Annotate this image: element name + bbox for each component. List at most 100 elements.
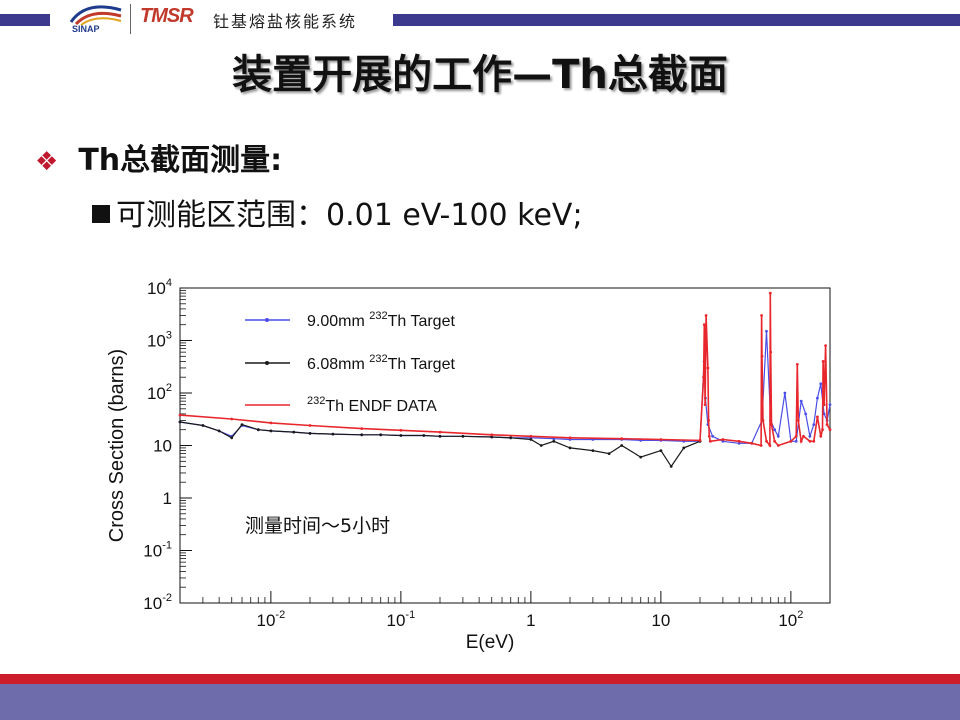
data-point-1-6 [269, 429, 273, 433]
data-point-1-16 [490, 435, 494, 439]
data-point-1-24 [620, 444, 624, 447]
data-point-2-21 [721, 438, 725, 441]
data-point-1-19 [539, 444, 543, 447]
data-point-1-13 [422, 434, 426, 437]
data-point-0-46 [816, 396, 819, 400]
legend-marker-0 [265, 318, 269, 322]
system-name: 钍基熔盐核能系统 [213, 12, 358, 31]
data-point-2-38 [796, 419, 800, 422]
data-point-0-45 [812, 423, 816, 426]
data-point-2-12 [698, 439, 702, 442]
data-point-2-10 [620, 437, 624, 441]
data-point-2-45 [821, 428, 824, 432]
data-point-1-21 [568, 446, 572, 450]
data-point-2-27 [761, 419, 765, 422]
chart-annotation: 测量时间～5小时 [245, 515, 390, 537]
data-point-1-15 [461, 434, 465, 438]
plot-frame [179, 287, 831, 604]
data-point-2-39 [799, 439, 803, 443]
slide-header: SINAP TMSR 钍基熔盐核能系统 [0, 0, 960, 40]
data-point-1-22 [591, 449, 595, 452]
data-point-0-47 [819, 382, 823, 386]
data-point-2-40 [802, 434, 805, 438]
sinap-logo: SINAP [62, 2, 128, 38]
data-point-2-4 [360, 427, 364, 430]
legend-label-2: 232Th ENDF DATA [307, 395, 437, 415]
data-point-1-23 [607, 452, 611, 455]
data-point-1-2 [217, 429, 221, 433]
data-point-2-9 [568, 436, 572, 440]
x-tick-label-3: 10 [651, 611, 670, 630]
logo-divider [130, 4, 131, 34]
diamond-bullet-icon: ❖ [35, 147, 59, 177]
data-point-0-44 [808, 434, 812, 438]
data-point-2-11 [659, 438, 663, 441]
data-point-0-41 [794, 439, 798, 443]
y-axis-label: Cross Section (barns) [106, 349, 128, 542]
data-point-2-29 [768, 444, 772, 447]
legend-marker-1 [265, 361, 269, 365]
y-tick-label-6: 104 [147, 277, 172, 298]
data-point-2-7 [490, 433, 494, 437]
data-point-1-18 [529, 438, 533, 441]
data-point-0-43 [804, 412, 808, 416]
legend-label-0: 9.00mm 232Th Target [307, 310, 455, 330]
data-point-2-36 [794, 434, 798, 438]
y-tick-label-3: 10 [153, 437, 172, 456]
data-point-2-18 [707, 419, 710, 422]
data-point-1-20 [552, 439, 556, 443]
y-tick-label-0: 10-2 [143, 592, 172, 613]
data-point-1-3 [230, 436, 234, 440]
data-point-1-28 [682, 446, 686, 450]
data-point-2-13 [702, 375, 705, 379]
data-point-2-25 [760, 314, 763, 317]
cross-section-chart: 10-2 10-1 1 10 102 103 104 10-2 10-1 1 10 102 E(eV) C… [95, 270, 840, 655]
data-point-2-35 [789, 439, 793, 443]
data-point-2-16 [704, 314, 708, 317]
x-tick-label-2: 1 [526, 611, 535, 630]
data-point-2-1 [230, 417, 234, 421]
bullet-main-text: Th总截面测量: [78, 143, 283, 178]
data-point-2-20 [708, 439, 712, 443]
data-point-2-28 [765, 439, 768, 443]
data-point-1-7 [292, 430, 296, 434]
data-point-2-3 [308, 424, 312, 427]
data-point-1-25 [639, 455, 643, 459]
slide-title: 装置开展的工作—Th总截面 [232, 52, 728, 98]
data-point-2-37 [795, 363, 799, 366]
data-point-2-43 [816, 415, 819, 419]
data-point-2-31 [769, 350, 773, 354]
x-axis-label: E(eV) [466, 632, 515, 653]
data-point-2-26 [760, 354, 764, 358]
data-point-2-24 [759, 444, 763, 447]
data-point-2-42 [812, 439, 816, 443]
data-point-2-22 [737, 439, 741, 443]
x-tick-label-1: 10-1 [387, 609, 416, 630]
data-point-0-39 [783, 391, 787, 395]
square-bullet-icon [92, 205, 110, 223]
data-point-1-5 [256, 428, 260, 432]
x-tick-label-4: 102 [778, 609, 803, 630]
x-tick-label-0: 10-2 [257, 609, 286, 630]
data-point-1-1 [201, 424, 205, 427]
data-point-0-42 [799, 399, 803, 403]
y-tick-label-2: 1 [163, 489, 172, 508]
data-point-2-44 [819, 434, 823, 438]
data-point-1-0 [178, 420, 182, 424]
header-bar-right [393, 14, 960, 26]
data-point-2-50 [828, 428, 832, 432]
data-point-1-14 [438, 434, 442, 438]
data-point-1-11 [379, 433, 383, 437]
legend-label-1: 6.08mm 232Th Target [307, 353, 455, 373]
footer-purple-bar [0, 684, 960, 720]
data-point-2-15 [703, 403, 707, 406]
data-point-1-27 [669, 465, 673, 468]
data-point-2-17 [706, 366, 710, 370]
data-point-2-32 [770, 423, 773, 426]
y-tick-label-4: 102 [147, 382, 172, 403]
data-point-2-2 [269, 421, 273, 425]
data-point-2-49 [825, 423, 829, 426]
y-tick-label-1: 10-1 [143, 540, 172, 561]
header-bar-left [0, 14, 50, 26]
data-point-2-47 [822, 403, 826, 406]
